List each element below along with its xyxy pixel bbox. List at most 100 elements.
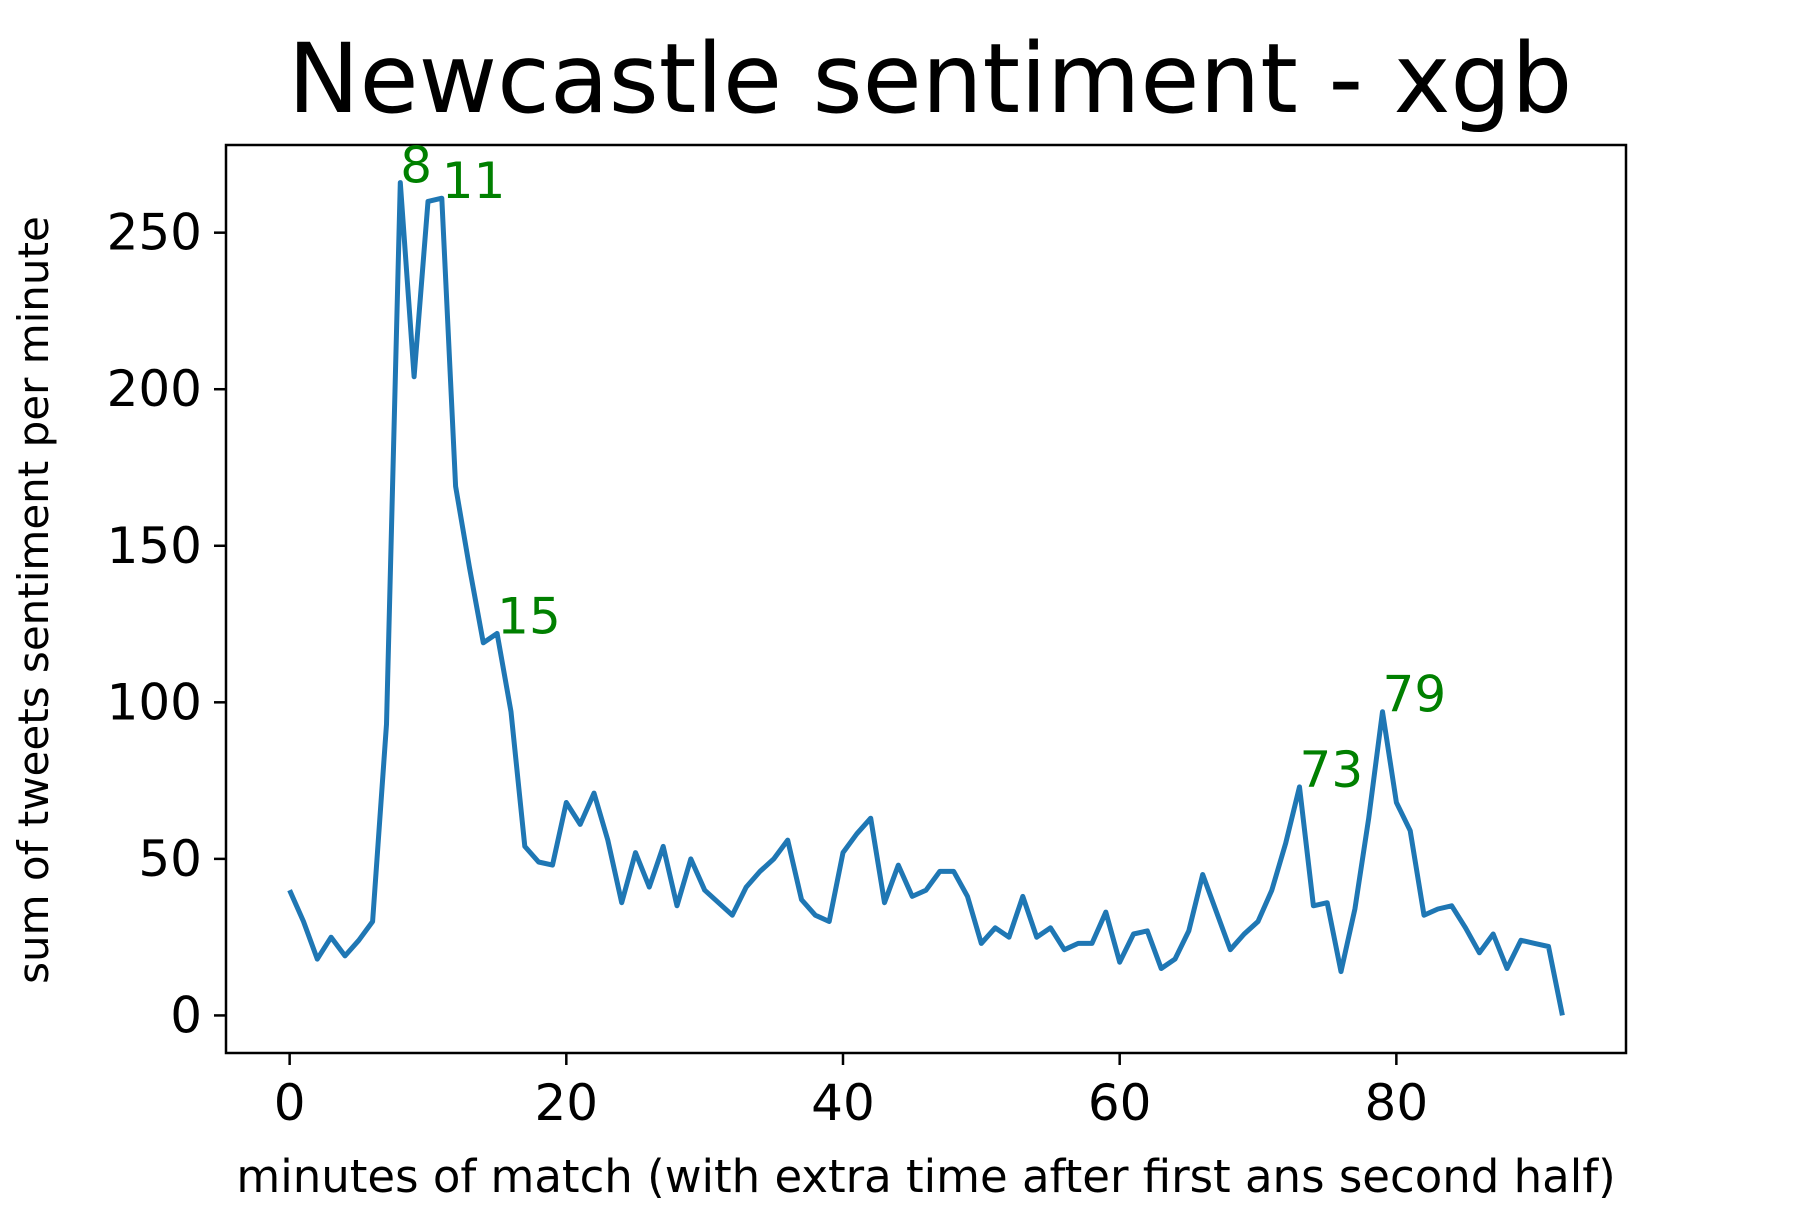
data-point [1048, 925, 1053, 930]
data-point [1090, 941, 1095, 946]
peak-annotation: 79 [1383, 666, 1447, 724]
data-point [730, 913, 735, 918]
data-point [1435, 907, 1440, 912]
data-point [481, 640, 486, 645]
data-point [1477, 950, 1482, 955]
y-tick-label: 100 [107, 673, 202, 731]
data-point [329, 935, 334, 940]
data-point [868, 816, 873, 821]
data-point [827, 919, 832, 924]
data-point [1117, 960, 1122, 965]
data-points [287, 180, 1565, 1018]
x-tick-label: 40 [811, 1074, 875, 1132]
y-tick-label: 50 [138, 830, 202, 888]
data-point [1505, 966, 1510, 971]
data-point [1214, 910, 1219, 915]
data-point [287, 888, 292, 893]
data-point [785, 838, 790, 843]
data-point [426, 199, 431, 204]
data-point [896, 863, 901, 868]
data-point [536, 860, 541, 865]
data-point [661, 844, 666, 849]
data-point [1159, 966, 1164, 971]
series-line [287, 180, 1565, 1016]
data-point [1145, 928, 1150, 933]
data-point [744, 885, 749, 890]
data-point [467, 565, 472, 570]
x-tick-label: 20 [535, 1074, 599, 1132]
peak-annotation: 8 [400, 137, 432, 195]
data-point [1408, 828, 1413, 833]
data-point [453, 484, 458, 489]
data-point [1242, 932, 1247, 937]
data-point [1352, 907, 1357, 912]
data-point [1076, 941, 1081, 946]
x-tick-label: 0 [274, 1074, 306, 1132]
data-point [1034, 935, 1039, 940]
data-point [1311, 903, 1316, 908]
plot-area-frame [224, 143, 1628, 1055]
peak-annotation: 15 [497, 587, 561, 645]
data-point [592, 791, 597, 796]
data-point [813, 913, 818, 918]
peak-annotation: 11 [442, 152, 506, 210]
x-axis-ticks: 0 20 40 60 80 [274, 1053, 1428, 1132]
data-point [1463, 925, 1468, 930]
data-point [412, 374, 417, 379]
data-point [841, 850, 846, 855]
data-point [965, 894, 970, 899]
data-point [937, 869, 942, 874]
data-point [882, 900, 887, 905]
data-point [564, 800, 569, 805]
data-point [647, 885, 652, 890]
data-point [758, 869, 763, 874]
data-point [522, 844, 527, 849]
data-point [771, 856, 776, 861]
data-point [702, 888, 707, 893]
data-point [633, 850, 638, 855]
data-point [675, 903, 680, 908]
y-tick-label: 0 [170, 986, 202, 1044]
data-point [688, 856, 693, 861]
data-point [716, 900, 721, 905]
data-point [356, 938, 361, 943]
data-point [1007, 935, 1012, 940]
data-point [1449, 903, 1454, 908]
data-point [1269, 888, 1274, 893]
data-point [315, 957, 320, 962]
data-point [1532, 941, 1537, 946]
data-point [509, 709, 514, 714]
data-point [1366, 816, 1371, 821]
data-point [578, 822, 583, 827]
data-point [1256, 919, 1261, 924]
data-point [1228, 947, 1233, 952]
data-point [799, 897, 804, 902]
data-point [1422, 913, 1427, 918]
data-point [854, 831, 859, 836]
data-point [1200, 872, 1205, 877]
data-point [1339, 969, 1344, 974]
data-point [993, 925, 998, 930]
data-point [1394, 800, 1399, 805]
data-point [1491, 932, 1496, 937]
x-axis-label: minutes of match (with extra time after … [236, 1150, 1615, 1200]
data-point [301, 919, 306, 924]
peak-annotation: 73 [1300, 741, 1364, 799]
chart-title: Newcastle sentiment - xgb [288, 23, 1573, 135]
data-point [1062, 947, 1067, 952]
x-tick-label: 80 [1365, 1074, 1429, 1132]
data-point [343, 953, 348, 958]
data-point [1283, 841, 1288, 846]
y-tick-label: 250 [107, 204, 202, 262]
data-point [924, 888, 929, 893]
data-point [1103, 910, 1108, 915]
data-point [979, 941, 984, 946]
data-point [384, 722, 389, 727]
data-point [910, 894, 915, 899]
data-point [1546, 944, 1551, 949]
data-point [1173, 957, 1178, 962]
data-point [1518, 938, 1523, 943]
data-point [370, 919, 375, 924]
